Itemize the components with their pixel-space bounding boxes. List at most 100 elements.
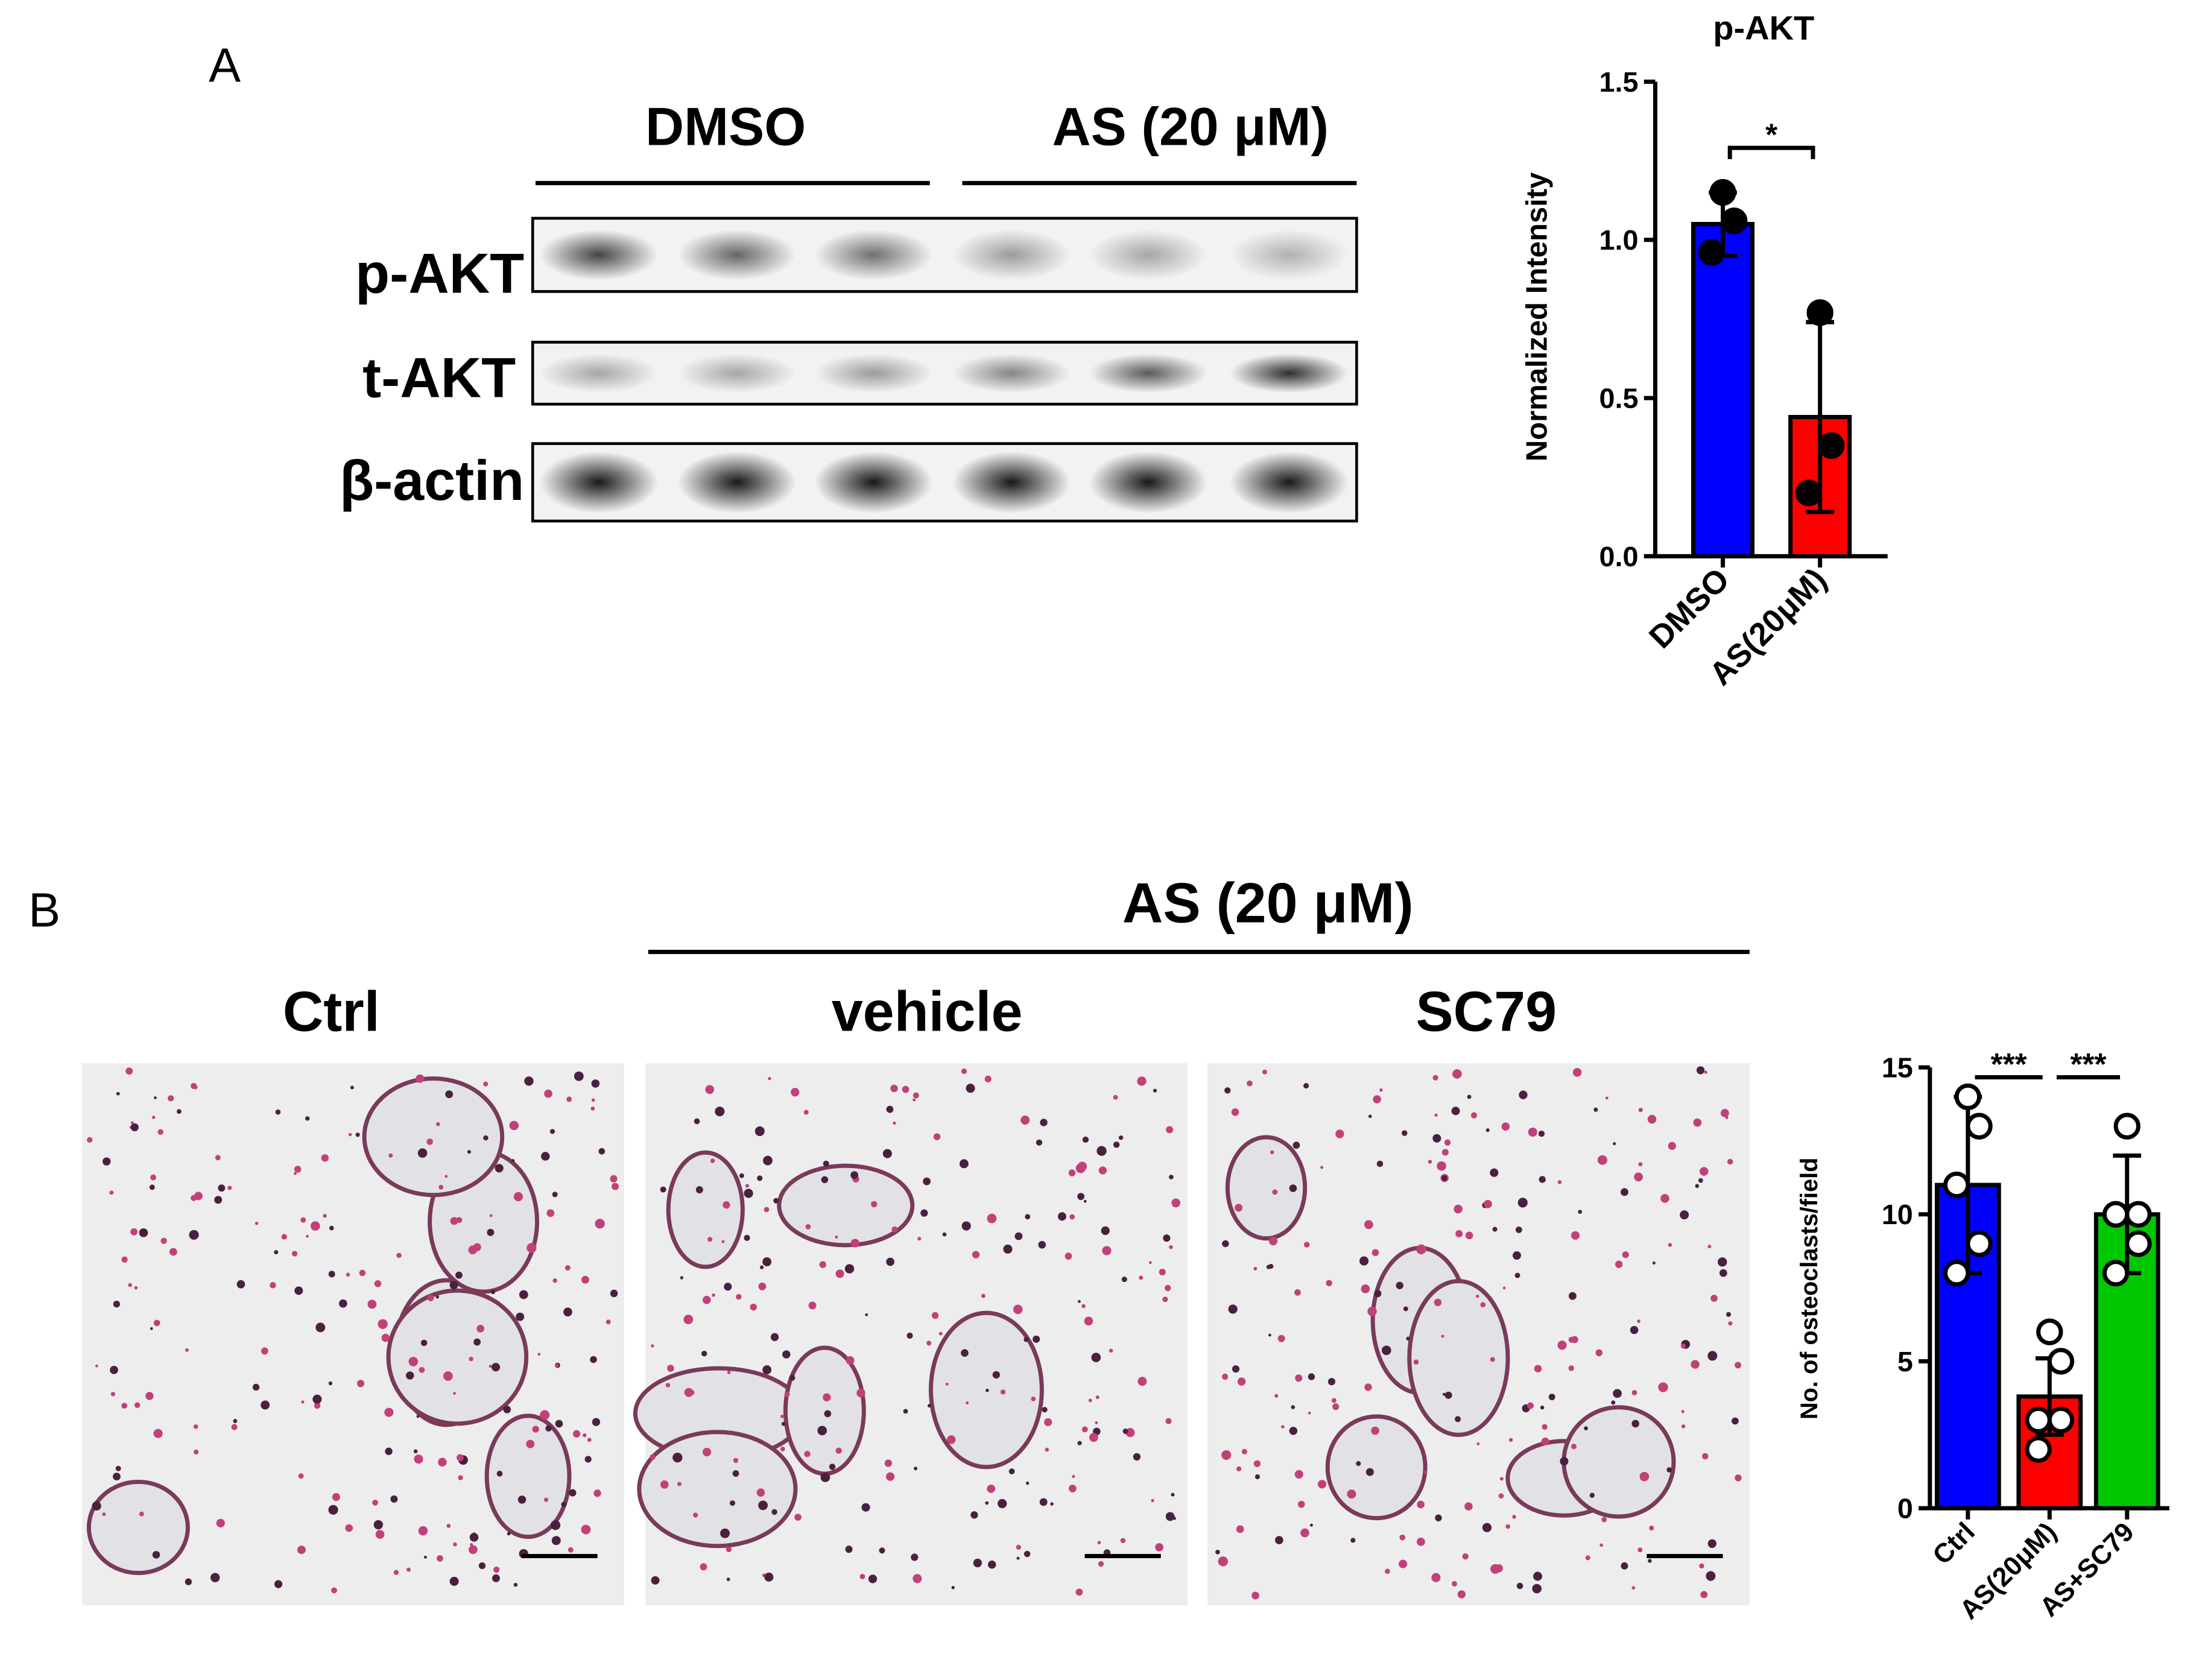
particle — [773, 1198, 779, 1204]
particle — [1232, 1365, 1240, 1373]
particle — [1169, 1245, 1173, 1249]
particle — [1533, 1571, 1542, 1581]
particle — [1218, 1556, 1228, 1567]
particle — [707, 1237, 713, 1242]
cell — [1561, 1405, 1676, 1519]
particle — [1165, 1418, 1172, 1424]
particle — [723, 1201, 730, 1209]
particle — [215, 1155, 221, 1161]
particle — [1308, 1373, 1315, 1380]
particle — [1254, 1474, 1260, 1480]
particle — [911, 1553, 919, 1561]
particle — [255, 1221, 259, 1225]
particle — [1434, 1113, 1438, 1117]
particle — [1480, 1302, 1486, 1308]
particle — [1417, 1537, 1425, 1546]
particle — [549, 1129, 555, 1134]
particle — [733, 1457, 739, 1464]
particle — [732, 1470, 739, 1477]
particle — [1652, 1261, 1656, 1265]
particle — [507, 1532, 511, 1536]
particle — [591, 1079, 600, 1088]
particle — [388, 1153, 393, 1158]
particle — [321, 1154, 329, 1162]
particle — [791, 1088, 800, 1097]
particle — [702, 1295, 711, 1304]
particle — [1515, 1226, 1522, 1233]
particle — [191, 1195, 197, 1201]
particle — [1512, 1515, 1516, 1519]
particle — [328, 1271, 335, 1278]
particle — [705, 1085, 715, 1094]
particle — [1431, 1573, 1441, 1582]
data-point — [2047, 1406, 2075, 1434]
particle — [1470, 1112, 1478, 1119]
particle — [405, 1371, 414, 1380]
particle — [1680, 1210, 1689, 1220]
significance-label: * — [1765, 117, 1777, 152]
particle — [804, 1450, 811, 1457]
micrographs — [81, 1063, 1750, 1606]
x-tick-label: DMSO — [1642, 561, 1736, 655]
particle — [300, 1217, 306, 1223]
particle — [1013, 1304, 1023, 1315]
particle — [1155, 1543, 1163, 1552]
particle — [489, 1365, 492, 1368]
particle — [850, 1239, 859, 1248]
particle — [1572, 1068, 1582, 1077]
particle — [1464, 1502, 1473, 1511]
particle — [1401, 1130, 1408, 1136]
particle — [700, 1563, 707, 1571]
particle — [314, 1402, 321, 1409]
particle — [1707, 1245, 1712, 1249]
blot-band — [539, 451, 659, 514]
blot-band — [952, 353, 1071, 393]
particle — [1434, 1298, 1442, 1307]
particle — [468, 1245, 478, 1255]
particle — [355, 1132, 360, 1137]
particle — [739, 1173, 744, 1178]
particle — [469, 1356, 473, 1362]
y-axis-label: Normalized Intensity — [1521, 172, 1554, 462]
particle — [1568, 1365, 1574, 1371]
particle — [160, 1237, 167, 1244]
particle — [527, 1243, 537, 1253]
particle — [390, 1495, 398, 1503]
particle — [1068, 1485, 1077, 1492]
particle — [1367, 1306, 1377, 1316]
particle — [886, 1257, 894, 1266]
particle — [1381, 1345, 1391, 1356]
particle — [592, 1418, 601, 1426]
particle — [1222, 1373, 1229, 1380]
particle — [1081, 1304, 1086, 1309]
particle — [437, 1555, 443, 1562]
particle — [1396, 1281, 1403, 1289]
data-point — [1943, 1260, 1970, 1287]
particle — [1423, 1470, 1427, 1474]
particle — [1251, 1591, 1259, 1600]
particle — [169, 1248, 177, 1256]
particle — [418, 1526, 428, 1536]
particle — [1568, 1292, 1577, 1300]
particle — [393, 1570, 399, 1575]
particle — [1000, 1389, 1006, 1395]
particle — [692, 1512, 698, 1518]
particle — [1527, 1402, 1534, 1409]
particle — [1077, 1441, 1082, 1445]
particle — [1441, 1334, 1444, 1338]
particle — [1441, 1149, 1449, 1156]
particle — [803, 1110, 809, 1115]
particle — [1003, 1244, 1013, 1254]
particle — [884, 1459, 893, 1467]
particle — [1630, 1325, 1639, 1334]
particle — [92, 1501, 101, 1511]
particle — [784, 1391, 790, 1397]
particle — [959, 1159, 969, 1169]
particle — [139, 1228, 148, 1237]
particle — [1228, 1304, 1238, 1314]
particle — [1331, 1398, 1337, 1403]
particle — [1095, 1421, 1098, 1424]
particle — [134, 1286, 138, 1290]
particle — [1658, 1382, 1668, 1392]
